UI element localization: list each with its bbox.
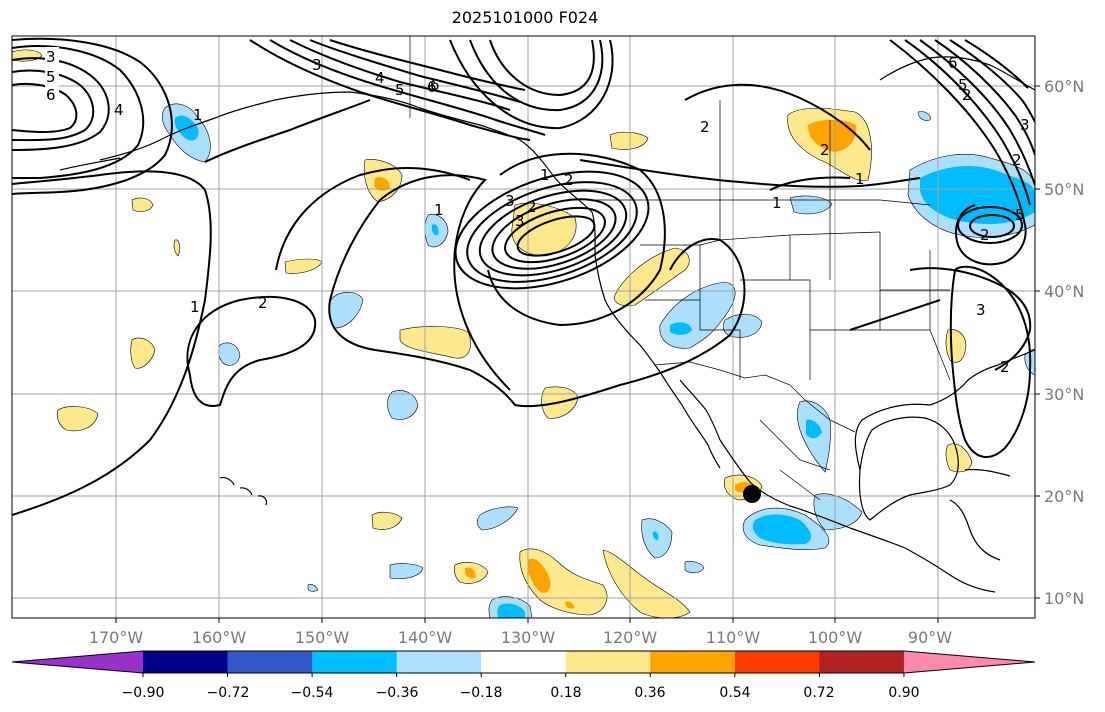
lon-label: 130°W	[501, 628, 556, 647]
contour-label: 3	[976, 301, 986, 319]
colorbar-tick: −0.72	[207, 685, 250, 701]
contour-label: 5	[958, 76, 968, 94]
longitude-labels: 170°W 160°W 150°W 140°W 130°W 120°W 110°…	[89, 628, 952, 647]
map-plot-area	[12, 36, 1035, 618]
contour-label: 3	[312, 56, 322, 74]
contour-label: 6	[427, 78, 437, 96]
colorbar-extend-high	[903, 651, 1035, 673]
lon-label: 150°W	[295, 628, 350, 647]
contour-label: 2	[564, 171, 574, 189]
lon-label: 90°W	[908, 628, 952, 647]
colorbar-tick: −0.54	[291, 685, 334, 701]
contour-label: 2	[1000, 358, 1010, 376]
colorbar-tick: 0.54	[719, 685, 750, 701]
lat-label: 50°N	[1044, 180, 1084, 199]
lat-label: 40°N	[1044, 282, 1084, 301]
contour-label: 5	[1015, 206, 1025, 224]
colorbar-tick: −0.18	[460, 685, 503, 701]
colorbar-swatch	[819, 651, 905, 673]
contour-label: 6	[46, 86, 56, 104]
colorbar-extend-low	[12, 651, 143, 673]
map-title: 2025101000 F024	[451, 8, 599, 27]
colorbar-tick-labels: −0.90 −0.72 −0.54 −0.36 −0.18 0.18 0.36 …	[122, 685, 920, 701]
colorbar-tick: 0.36	[634, 685, 665, 701]
colorbar-swatch	[734, 651, 820, 673]
lat-label: 30°N	[1044, 385, 1084, 404]
lon-label: 140°W	[398, 628, 453, 647]
contour-label: 3	[46, 48, 56, 66]
contour-label: 1	[855, 170, 865, 188]
colorbar-tick: 0.90	[888, 685, 919, 701]
latitude-labels: 60°N 50°N 40°N 30°N 20°N 10°N	[1044, 77, 1084, 608]
contour-label: 2	[962, 86, 972, 104]
colorbar-swatch	[143, 651, 229, 673]
colorbar-swatch	[396, 651, 482, 673]
marker-point	[743, 485, 761, 503]
contour-label: 5	[395, 81, 405, 99]
contour-label: 3	[515, 212, 525, 230]
contour-label: 1	[190, 298, 200, 316]
colorbar-swatch	[312, 651, 398, 673]
contour-label: 1	[434, 201, 444, 219]
contour-label: 6	[430, 76, 440, 94]
lon-label: 170°W	[89, 628, 144, 647]
country-borders	[409, 36, 951, 501]
lon-label: 100°W	[808, 628, 863, 647]
contour-label: 2	[258, 294, 268, 312]
lat-label: 10°N	[1044, 589, 1084, 608]
lat-label: 60°N	[1044, 77, 1084, 96]
contour-label: 5	[46, 68, 56, 86]
contour-label: 6	[948, 54, 958, 72]
colorbar-tick: −0.90	[122, 685, 165, 701]
contour-label: 1	[772, 194, 782, 212]
contour-label: 1	[540, 166, 550, 184]
lon-label: 120°W	[603, 628, 658, 647]
contour-label: 4	[375, 69, 385, 87]
contour-lines	[12, 37, 1035, 516]
contour-label: 2	[980, 226, 990, 244]
colorbar-tick: 0.72	[803, 685, 834, 701]
contour-label: 2	[1012, 151, 1022, 169]
contour-label: 4	[114, 101, 124, 119]
contour-label: 2	[527, 198, 537, 216]
lon-label: 110°W	[706, 628, 761, 647]
colorbar-tick: −0.36	[376, 685, 419, 701]
contour-label: 2	[820, 141, 830, 159]
contour-label: 2	[700, 118, 710, 136]
axis-ticks	[115, 85, 1040, 623]
map-gridlines	[12, 36, 1035, 618]
colorbar-swatch	[650, 651, 736, 673]
colorbar	[11, 650, 1036, 677]
contour-label: 3	[505, 192, 515, 210]
lon-label: 160°W	[192, 628, 247, 647]
contour-label: 3	[1020, 116, 1030, 134]
colorbar-swatch	[565, 651, 651, 673]
lat-label: 20°N	[1044, 487, 1084, 506]
map-frame	[11, 35, 1036, 619]
colorbar-swatch	[227, 651, 313, 673]
colorbar-swatch	[481, 651, 567, 673]
contour-label: 1	[193, 106, 203, 124]
contour-label-group: 3 5 6 4 1 2 3 4 5 6 1 2 3 1 2 1 2 3 5 6 …	[45, 47, 1030, 376]
colorbar-tick: 0.18	[550, 685, 581, 701]
